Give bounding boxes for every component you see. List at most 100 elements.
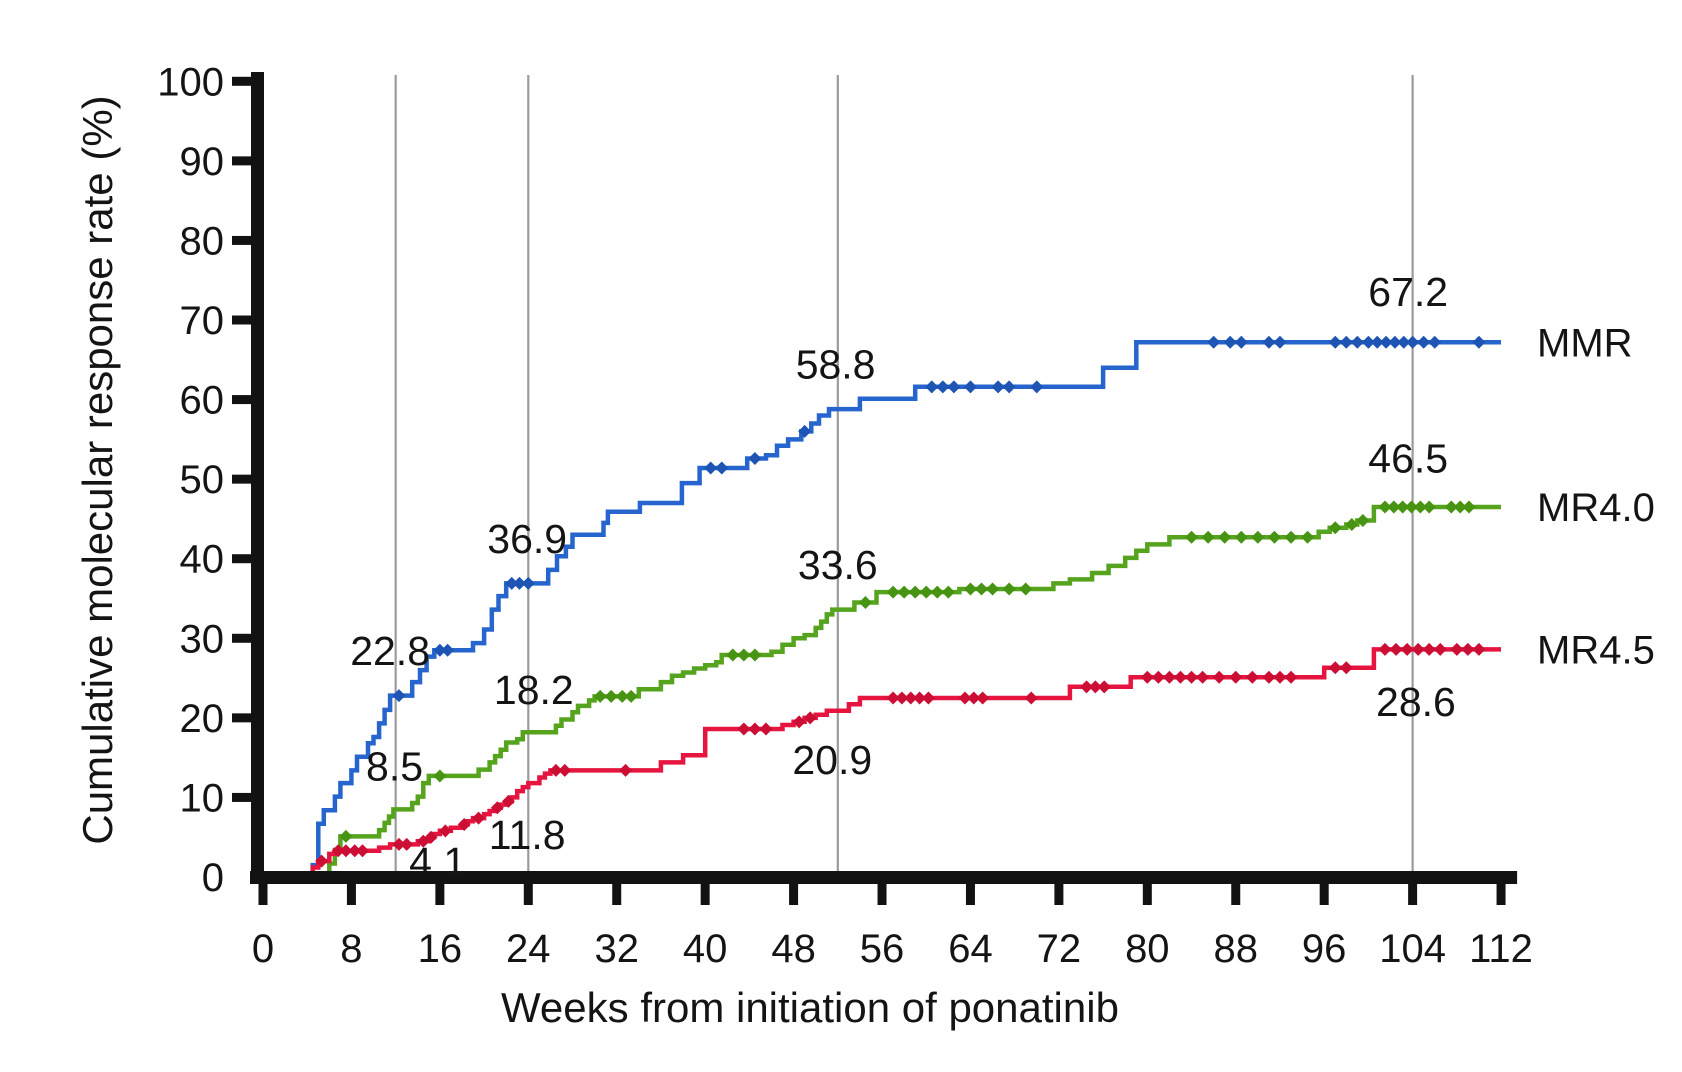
series-marker-MMR: [1234, 335, 1248, 349]
x-tick-label-week-104: 104: [1379, 927, 1446, 971]
series-marker-MR4.0: [624, 689, 638, 703]
x-tick-week-40: [700, 884, 710, 905]
series-marker-MR4.5: [1339, 661, 1353, 675]
series-marker-MR4.0: [737, 648, 751, 662]
series-marker-MMR: [505, 576, 519, 590]
series-marker-MR4.0: [604, 689, 618, 703]
series-marker-MR4.5: [1328, 661, 1342, 675]
series-marker-MR4.0: [1444, 500, 1458, 514]
series-marker-MMR: [1262, 335, 1276, 349]
series-marker-MR4.5: [348, 844, 362, 858]
series-marker-MR4.5: [1162, 670, 1176, 684]
series-marker-MR4.5: [759, 722, 773, 736]
series-line-MMR: [310, 340, 1501, 877]
milestone-label-MR4.0-week-12: 8.5: [366, 743, 423, 789]
series-marker-MMR: [1406, 335, 1420, 349]
y-tick-label-10: 10: [180, 776, 225, 820]
series-marker-MR4.0: [1218, 530, 1232, 544]
series-marker-MR4.0: [1185, 530, 1199, 544]
x-tick-label-week-8: 8: [340, 927, 362, 971]
series-marker-MR4.0: [1422, 500, 1436, 514]
series-marker-MMR: [441, 643, 455, 657]
series-marker-MR4.0: [1267, 530, 1281, 544]
series-marker-MR4.5: [748, 722, 762, 736]
x-tick-label-week-16: 16: [418, 927, 463, 971]
y-tick-10: [232, 792, 251, 802]
y-tick-label-90: 90: [180, 140, 225, 184]
series-marker-MR4.5: [501, 794, 515, 808]
y-tick-label-100: 100: [157, 60, 224, 104]
x-tick-week-32: [612, 884, 622, 905]
series-marker-MMR: [433, 643, 447, 657]
series-marker-MR4.5: [913, 691, 927, 705]
x-tick-week-104: [1408, 884, 1418, 905]
y-tick-label-30: 30: [180, 617, 225, 661]
series-marker-MR4.5: [1422, 642, 1436, 656]
series-layer: [310, 335, 1501, 877]
series-marker-MR4.5: [1400, 642, 1414, 656]
series-marker-MMR: [947, 380, 961, 394]
series-marker-MR4.0: [1234, 530, 1248, 544]
series-marker-MR4.0: [1396, 500, 1410, 514]
series-marker-MR4.0: [919, 585, 933, 599]
x-tick-week-80: [1142, 884, 1152, 905]
milestone-label-MR4.5-week-24: 11.8: [489, 812, 566, 858]
series-marker-MR4.5: [1097, 680, 1111, 694]
milestone-label-MR4.5-week-52: 20.9: [792, 737, 872, 783]
series-marker-MMR: [512, 576, 526, 590]
series-marker-MR4.0: [339, 829, 353, 843]
series-marker-MMR: [1417, 335, 1431, 349]
milestone-label-MMR-week-12: 22.8: [350, 628, 430, 674]
milestone-label-MR4.0-week-24: 18.2: [494, 667, 574, 713]
x-tick-label-week-24: 24: [506, 927, 551, 971]
series-marker-MMR: [1361, 335, 1375, 349]
series-marker-MMR: [1328, 335, 1342, 349]
series-marker-MR4.0: [748, 648, 762, 662]
x-tick-label-week-64: 64: [948, 927, 993, 971]
series-marker-MR4.5: [1472, 642, 1486, 656]
series-marker-MMR: [521, 576, 535, 590]
series-marker-MR4.5: [392, 837, 406, 851]
series-marker-MR4.5: [967, 691, 981, 705]
gridlines-layer: [394, 75, 1414, 873]
series-marker-MR4.5: [339, 844, 353, 858]
series-marker-MR4.0: [1019, 582, 1033, 596]
series-marker-MR4.0: [1002, 582, 1016, 596]
axes-layer: [250, 72, 1518, 884]
series-marker-MR4.5: [1229, 670, 1243, 684]
series-marker-MR4.5: [619, 763, 633, 777]
series-marker-MR4.5: [1389, 642, 1403, 656]
series-marker-MR4.5: [400, 837, 414, 851]
series-marker-MR4.5: [1196, 670, 1210, 684]
series-marker-MR4.5: [1284, 670, 1298, 684]
series-marker-MR4.5: [792, 715, 806, 729]
series-marker-MR4.5: [958, 691, 972, 705]
series-marker-MR4.5: [1273, 670, 1287, 684]
series-marker-MR4.0: [941, 585, 955, 599]
series-marker-MR4.0: [963, 582, 977, 596]
x-tick-label-week-112: 112: [1469, 927, 1533, 971]
series-marker-MMR: [798, 424, 812, 438]
series-marker-MR4.5: [549, 763, 563, 777]
series-marker-MR4.0: [975, 582, 989, 596]
series-marker-MMR: [1273, 335, 1287, 349]
series-marker-MR4.0: [1378, 500, 1392, 514]
series-marker-MR4.0: [930, 585, 944, 599]
series-marker-MR4.5: [1411, 642, 1425, 656]
series-marker-MR4.5: [1024, 691, 1038, 705]
series-marker-MR4.0: [726, 648, 740, 662]
series-marker-MR4.5: [1088, 680, 1102, 694]
milestone-label-MMR-week-104: 67.2: [1368, 269, 1448, 315]
y-tick-20: [232, 713, 251, 723]
series-marker-MR4.5: [1151, 670, 1165, 684]
series-marker-MR4.0: [593, 689, 607, 703]
series-marker-MR4.0: [615, 689, 629, 703]
series-marker-MMR: [963, 380, 977, 394]
series-marker-MR4.5: [315, 854, 329, 868]
y-tick-label-50: 50: [180, 458, 225, 502]
series-marker-MR4.5: [1461, 642, 1475, 656]
series-marker-MMR: [1370, 335, 1384, 349]
y-tick-label-20: 20: [180, 697, 225, 741]
y-tick-label-40: 40: [180, 538, 225, 582]
